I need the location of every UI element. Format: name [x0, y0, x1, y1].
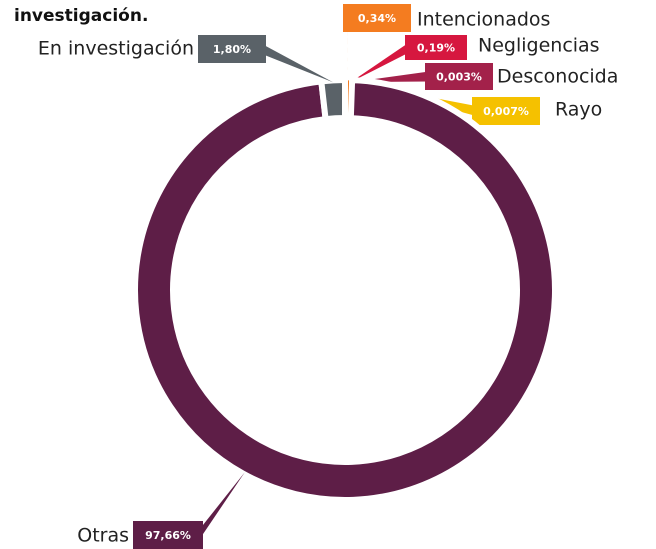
category-label: Negligencias: [478, 35, 600, 57]
category-label: Rayo: [555, 99, 602, 121]
chart-title: investigación.: [14, 6, 148, 26]
slice: [132, 77, 558, 503]
category-label: Desconocida: [497, 66, 618, 88]
leader-line: [199, 472, 245, 540]
value-label: 1,80%: [213, 43, 251, 56]
value-label-box: [405, 35, 467, 60]
value-label: 0,003%: [436, 71, 482, 84]
category-label: Otras: [77, 525, 129, 547]
value-label: 0,34%: [358, 12, 396, 25]
category-label: En investigación: [38, 38, 194, 60]
value-label-box: [425, 63, 493, 90]
leader-line: [262, 44, 334, 83]
value-label: 0,19%: [417, 42, 455, 55]
value-label-box: [472, 97, 540, 125]
leader-line: [350, 42, 409, 83]
slice: [317, 76, 348, 123]
value-label: 0,007%: [483, 105, 529, 118]
value-label-box: [343, 4, 411, 32]
value-label-box: [133, 521, 203, 549]
value-label: 97,66%: [145, 529, 191, 542]
value-label-box: [198, 35, 266, 63]
category-label: Intencionados: [417, 9, 550, 31]
